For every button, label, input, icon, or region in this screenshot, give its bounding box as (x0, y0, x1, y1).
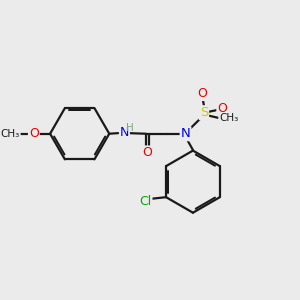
Text: S: S (200, 106, 208, 119)
Text: CH₃: CH₃ (219, 113, 239, 123)
Text: O: O (217, 101, 227, 115)
Text: N: N (120, 126, 129, 139)
Text: N: N (181, 127, 190, 140)
Text: O: O (29, 127, 39, 140)
Text: H: H (126, 123, 134, 134)
Text: CH₃: CH₃ (1, 129, 20, 139)
Text: O: O (142, 146, 152, 160)
Text: O: O (197, 87, 207, 100)
Text: Cl: Cl (139, 195, 152, 208)
